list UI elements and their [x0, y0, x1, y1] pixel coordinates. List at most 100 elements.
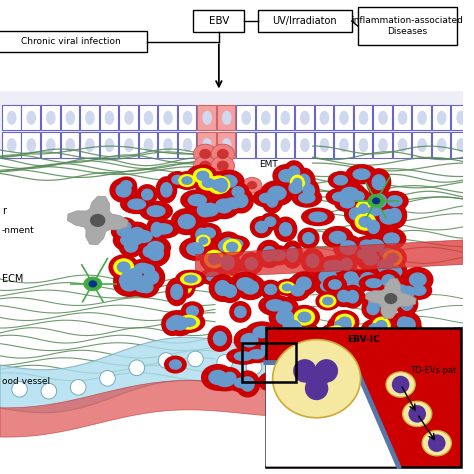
Ellipse shape: [276, 310, 293, 325]
Ellipse shape: [346, 165, 377, 184]
Ellipse shape: [215, 281, 230, 295]
Ellipse shape: [241, 377, 254, 391]
Bar: [178, 132, 196, 158]
Ellipse shape: [166, 318, 178, 330]
Ellipse shape: [362, 298, 384, 319]
Ellipse shape: [376, 320, 387, 331]
Ellipse shape: [179, 275, 192, 293]
Ellipse shape: [166, 311, 194, 336]
Ellipse shape: [203, 169, 225, 186]
Ellipse shape: [173, 316, 188, 330]
Polygon shape: [0, 381, 273, 437]
Ellipse shape: [116, 184, 131, 197]
Ellipse shape: [356, 201, 371, 216]
Ellipse shape: [193, 169, 212, 183]
Ellipse shape: [359, 275, 388, 291]
Text: ood vessel: ood vessel: [2, 377, 50, 386]
Bar: [393, 132, 411, 158]
Ellipse shape: [27, 111, 36, 124]
Ellipse shape: [219, 275, 238, 291]
Polygon shape: [0, 337, 293, 413]
Ellipse shape: [194, 173, 223, 193]
Ellipse shape: [438, 111, 446, 124]
Ellipse shape: [105, 111, 114, 124]
Ellipse shape: [276, 314, 308, 340]
Ellipse shape: [161, 183, 172, 197]
Ellipse shape: [373, 317, 390, 335]
Bar: [315, 105, 333, 130]
Ellipse shape: [288, 166, 300, 179]
Ellipse shape: [368, 324, 384, 335]
Ellipse shape: [363, 252, 379, 265]
Ellipse shape: [227, 242, 237, 252]
Ellipse shape: [319, 270, 337, 283]
Bar: [266, 328, 461, 466]
Ellipse shape: [340, 111, 348, 124]
Bar: [197, 132, 216, 158]
Bar: [41, 132, 60, 158]
Ellipse shape: [303, 233, 314, 244]
Bar: [357, 8, 457, 45]
Ellipse shape: [189, 165, 217, 187]
Ellipse shape: [116, 177, 137, 193]
Ellipse shape: [115, 218, 136, 235]
Ellipse shape: [294, 310, 314, 325]
Bar: [432, 132, 450, 158]
Ellipse shape: [291, 282, 302, 293]
Ellipse shape: [172, 209, 202, 235]
Ellipse shape: [262, 139, 270, 152]
Ellipse shape: [232, 267, 253, 289]
Ellipse shape: [347, 188, 369, 205]
Ellipse shape: [135, 283, 152, 292]
Ellipse shape: [319, 347, 332, 358]
Ellipse shape: [201, 269, 225, 284]
Ellipse shape: [91, 215, 105, 226]
Ellipse shape: [274, 217, 297, 241]
Ellipse shape: [359, 204, 368, 213]
Ellipse shape: [457, 111, 465, 124]
Ellipse shape: [349, 329, 378, 348]
Circle shape: [217, 355, 233, 370]
Ellipse shape: [227, 348, 260, 364]
Bar: [334, 132, 353, 158]
Ellipse shape: [399, 111, 407, 124]
Ellipse shape: [384, 233, 399, 245]
Ellipse shape: [355, 268, 381, 289]
Ellipse shape: [121, 181, 132, 190]
Circle shape: [315, 359, 338, 383]
Ellipse shape: [298, 174, 310, 189]
Ellipse shape: [179, 174, 195, 186]
Ellipse shape: [250, 217, 273, 237]
Ellipse shape: [302, 208, 334, 226]
Ellipse shape: [281, 111, 290, 124]
Ellipse shape: [335, 319, 351, 330]
Ellipse shape: [257, 240, 282, 267]
Ellipse shape: [234, 378, 250, 388]
Ellipse shape: [339, 317, 351, 327]
Ellipse shape: [362, 319, 391, 339]
Ellipse shape: [371, 240, 384, 251]
Ellipse shape: [151, 222, 162, 237]
Ellipse shape: [196, 228, 208, 242]
Ellipse shape: [8, 139, 16, 152]
Ellipse shape: [202, 203, 219, 216]
Ellipse shape: [374, 263, 402, 290]
Ellipse shape: [380, 210, 398, 224]
Ellipse shape: [360, 332, 383, 348]
Ellipse shape: [188, 165, 216, 183]
Ellipse shape: [145, 139, 153, 152]
Ellipse shape: [356, 337, 375, 354]
Polygon shape: [266, 363, 399, 466]
Ellipse shape: [127, 226, 159, 247]
Bar: [275, 105, 294, 130]
Ellipse shape: [154, 224, 172, 234]
Ellipse shape: [246, 322, 278, 342]
Circle shape: [409, 405, 426, 423]
Ellipse shape: [249, 350, 264, 359]
Ellipse shape: [379, 111, 387, 124]
Bar: [21, 105, 40, 130]
Text: -nment: -nment: [2, 226, 35, 235]
Bar: [412, 105, 431, 130]
Circle shape: [428, 434, 446, 452]
Ellipse shape: [182, 318, 196, 327]
